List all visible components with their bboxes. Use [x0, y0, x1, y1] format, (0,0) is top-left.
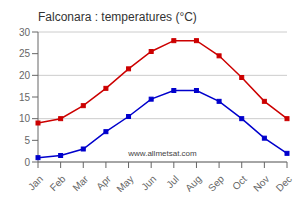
svg-text:5: 5: [24, 135, 30, 146]
svg-text:25: 25: [19, 48, 31, 59]
svg-text:0: 0: [24, 157, 30, 168]
svg-text:Nov: Nov: [251, 173, 271, 192]
html-text:www.allmetsat.com: www.allmetsat.com: [128, 149, 197, 158]
svg-text:Dec: Dec: [274, 173, 294, 192]
svg-text:Sep: Sep: [206, 173, 227, 192]
svg-text:15: 15: [19, 92, 31, 103]
svg-text:10: 10: [19, 113, 31, 124]
svg-text:Aug: Aug: [183, 173, 203, 192]
svg-text:20: 20: [19, 70, 31, 81]
svg-text:Oct: Oct: [230, 173, 249, 192]
svg-text:Jun: Jun: [139, 173, 158, 192]
html-text:Falconara : temperatures (°C): Falconara : temperatures (°C): [38, 10, 197, 24]
svg-text:Apr: Apr: [94, 173, 113, 192]
svg-text:30: 30: [19, 27, 31, 38]
svg-text:Jul: Jul: [164, 173, 181, 190]
svg-text:Jan: Jan: [26, 173, 45, 192]
svg-text:Feb: Feb: [48, 173, 68, 192]
svg-text:Mar: Mar: [70, 173, 90, 192]
svg-text:May: May: [114, 173, 135, 192]
